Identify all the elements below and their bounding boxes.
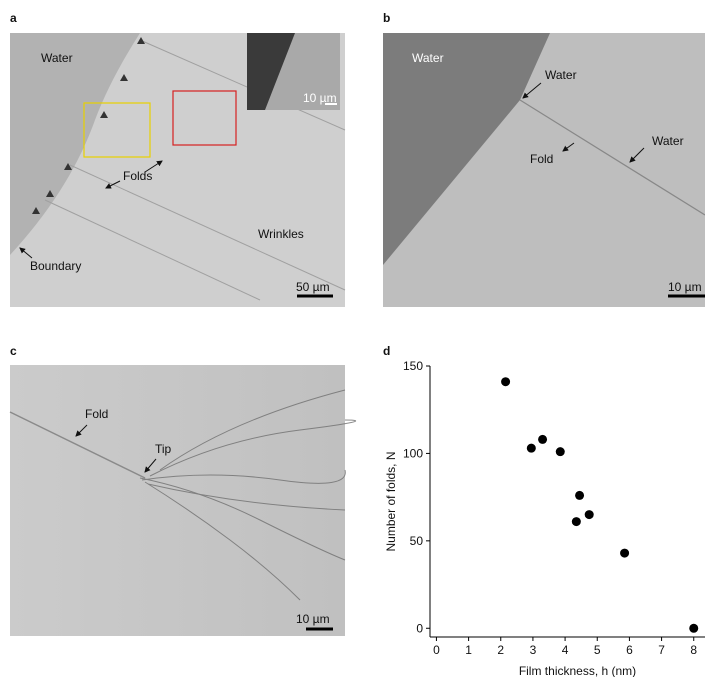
panel-label: a — [10, 11, 17, 25]
x-tick-label: 0 — [433, 643, 440, 657]
y-tick-label: 100 — [403, 446, 423, 460]
panel-label: c — [10, 344, 17, 358]
panel-label: b — [383, 11, 390, 25]
point — [575, 490, 585, 500]
annotation: Boundary — [30, 259, 81, 273]
x-tick-label: 6 — [626, 643, 633, 657]
annotation: Fold — [85, 407, 108, 421]
y-tick-label: 150 — [403, 359, 423, 373]
annotation: Folds — [123, 169, 152, 183]
x-tick-label: 7 — [658, 643, 665, 657]
micrograph-a — [10, 33, 346, 307]
micrograph-c — [9, 365, 357, 636]
point — [571, 517, 581, 527]
scale-label: 10 µm — [296, 612, 330, 626]
y-tick-label: 50 — [410, 534, 424, 548]
point — [555, 447, 565, 457]
point — [526, 443, 536, 453]
micrograph-b — [383, 33, 705, 307]
scale-label: 10 µm — [668, 280, 702, 294]
point — [689, 623, 699, 633]
panel-label: d — [383, 344, 390, 358]
annotation: Water — [41, 51, 73, 65]
annotation: Water — [652, 134, 684, 148]
x-tick-label: 3 — [530, 643, 537, 657]
x-tick-label: 1 — [465, 643, 472, 657]
scatter-plot: 0 50 100 150 0 1 2 3 4 5 6 7 8 Film thickness, h (nm)… — [384, 359, 705, 678]
x-tick-label: 5 — [594, 643, 601, 657]
x-axis-label: Film thickness, h (nm) — [519, 664, 636, 677]
annotation: Water — [412, 51, 444, 65]
x-tick-label: 4 — [562, 643, 569, 657]
y-axis-label: Number of folds, N — [384, 451, 398, 551]
scale-label: 10 µm — [303, 91, 337, 105]
annotation: Tip — [155, 442, 172, 456]
point — [538, 434, 548, 444]
point — [501, 377, 511, 387]
x-tick-label: 2 — [497, 643, 504, 657]
scale-label: 50 µm — [296, 280, 330, 294]
point — [584, 510, 594, 520]
y-tick-label: 0 — [416, 621, 423, 635]
point — [620, 548, 630, 558]
annotation: Wrinkles — [258, 227, 304, 241]
annotation: Water — [545, 68, 577, 82]
annotation: Fold — [530, 152, 553, 166]
x-tick-label: 8 — [690, 643, 697, 657]
